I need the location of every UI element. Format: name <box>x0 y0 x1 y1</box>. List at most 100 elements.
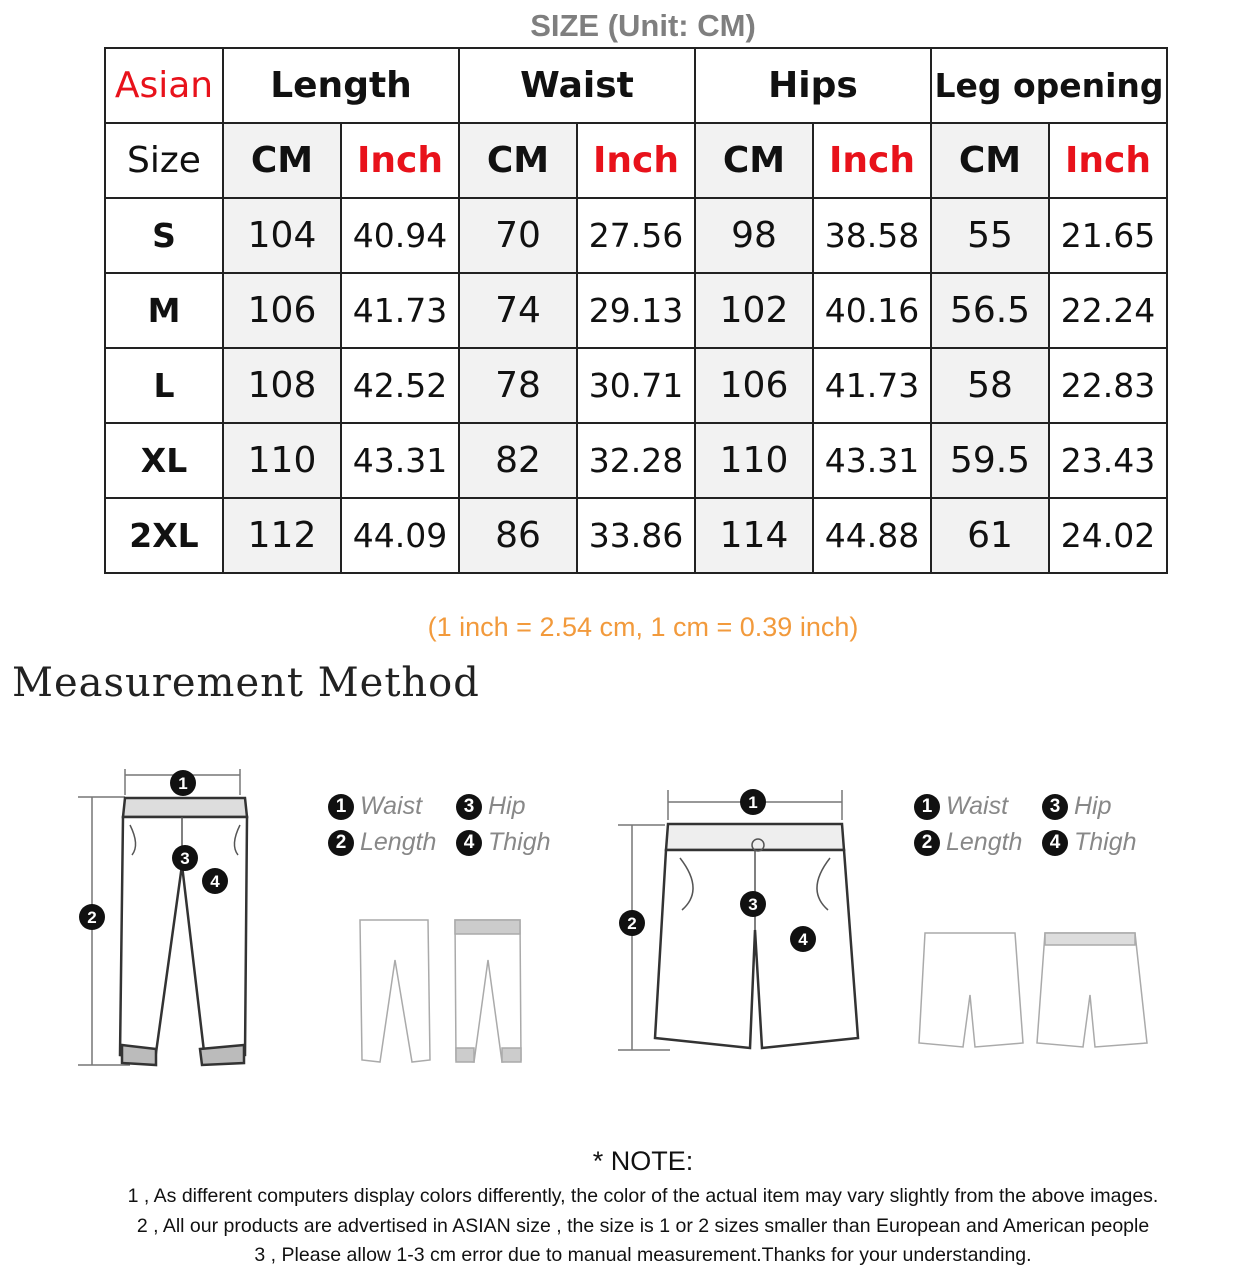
cm-value-cell: 59.5 <box>930 422 1050 499</box>
unit-inch: Inch <box>340 122 460 199</box>
legend-1: 1 Waist 3 Hip 2 Length 4 Thigh <box>328 788 551 860</box>
marker-3-icon: 3 <box>456 794 482 820</box>
inch-value-cell: 43.31 <box>340 422 460 499</box>
cm-value-cell: 110 <box>694 422 814 499</box>
marker-4-icon: 4 <box>1042 830 1068 856</box>
table-unit-row: Size CM Inch CM Inch CM Inch CM Inch <box>104 122 1168 199</box>
conversion-note: (1 inch = 2.54 cm, 1 cm = 0.39 inch) <box>427 612 859 642</box>
legend-label: Length <box>360 828 437 856</box>
marker-1-icon: 1 <box>914 794 940 820</box>
svg-text:2: 2 <box>87 908 96 927</box>
unit-cm: CM <box>458 122 578 199</box>
inch-value-cell: 32.28 <box>576 422 696 499</box>
cm-value-cell: 70 <box>458 197 578 274</box>
cm-value-cell: 106 <box>694 347 814 424</box>
table-row: XL 110 43.31 82 32.28 110 43.31 59.5 23.43 <box>104 422 1168 499</box>
cm-value-cell: 82 <box>458 422 578 499</box>
size-cell: 2XL <box>104 497 224 574</box>
cm-value-cell: 106 <box>222 272 342 349</box>
inch-value-cell: 43.31 <box>812 422 932 499</box>
inch-value-cell: 40.16 <box>812 272 932 349</box>
inch-value-cell: 29.13 <box>576 272 696 349</box>
table-row: L 108 42.52 78 30.71 106 41.73 58 22.83 <box>104 347 1168 424</box>
marker-3-icon: 3 <box>1042 794 1068 820</box>
inch-value-cell: 22.83 <box>1048 347 1168 424</box>
page-title: SIZE (Unit: CM) <box>530 8 756 43</box>
cm-value-cell: 74 <box>458 272 578 349</box>
shorts-thumbnails <box>918 932 1148 1048</box>
cm-value-cell: 102 <box>694 272 814 349</box>
unit-cm: CM <box>694 122 814 199</box>
cm-value-cell: 112 <box>222 497 342 574</box>
group-leg-opening: Leg opening <box>930 47 1168 124</box>
corner-size: Size <box>104 122 224 199</box>
marker-1-icon: 1 <box>328 794 354 820</box>
cm-value-cell: 61 <box>930 497 1050 574</box>
legend-label: Waist <box>360 792 423 820</box>
legend-label: Thigh <box>488 828 551 856</box>
cm-value-cell: 98 <box>694 197 814 274</box>
unit-inch: Inch <box>812 122 932 199</box>
svg-text:2: 2 <box>627 914 636 933</box>
size-cell: S <box>104 197 224 274</box>
inch-value-cell: 27.56 <box>576 197 696 274</box>
group-hips: Hips <box>694 47 932 124</box>
group-waist: Waist <box>458 47 696 124</box>
corner-asian: Asian <box>104 47 224 124</box>
legend-label: Hip <box>1074 792 1112 820</box>
inch-value-cell: 22.24 <box>1048 272 1168 349</box>
inch-value-cell: 42.52 <box>340 347 460 424</box>
pants-thumbnails <box>359 919 522 1063</box>
cm-value-cell: 114 <box>694 497 814 574</box>
cm-value-cell: 56.5 <box>930 272 1050 349</box>
table-header-row: Asian Length Waist Hips Leg opening <box>104 47 1168 124</box>
table-row: S 104 40.94 70 27.56 98 38.58 55 21.65 <box>104 197 1168 274</box>
measurement-title: Measurement Method <box>12 660 480 706</box>
note-lines: 1 , As different computers display color… <box>0 1182 1246 1271</box>
inch-value-cell: 21.65 <box>1048 197 1168 274</box>
table-row: M 106 41.73 74 29.13 102 40.16 56.5 22.24 <box>104 272 1168 349</box>
inch-value-cell: 41.73 <box>340 272 460 349</box>
inch-value-cell: 40.94 <box>340 197 460 274</box>
svg-text:1: 1 <box>178 774 187 793</box>
cm-value-cell: 104 <box>222 197 342 274</box>
pants-markers: 1 2 3 4 <box>79 770 228 930</box>
marker-4-icon: 4 <box>456 830 482 856</box>
unit-inch: Inch <box>576 122 696 199</box>
inch-value-cell: 38.58 <box>812 197 932 274</box>
legend-label: Waist <box>946 792 1009 820</box>
inch-value-cell: 44.09 <box>340 497 460 574</box>
unit-cm: CM <box>930 122 1050 199</box>
cm-value-cell: 78 <box>458 347 578 424</box>
svg-text:1: 1 <box>748 793 757 812</box>
inch-value-cell: 44.88 <box>812 497 932 574</box>
size-cell: M <box>104 272 224 349</box>
inch-value-cell: 30.71 <box>576 347 696 424</box>
svg-text:3: 3 <box>180 849 189 868</box>
svg-text:4: 4 <box>210 872 220 891</box>
unit-inch: Inch <box>1048 122 1168 199</box>
legend-label: Thigh <box>1074 828 1137 856</box>
size-cell: XL <box>104 422 224 499</box>
cm-value-cell: 55 <box>930 197 1050 274</box>
note-heading: * NOTE: <box>592 1146 694 1176</box>
legend-label: Hip <box>488 792 526 820</box>
inch-value-cell: 41.73 <box>812 347 932 424</box>
legend-2: 1 Waist 3 Hip 2 Length 4 Thigh <box>914 788 1137 860</box>
inch-value-cell: 33.86 <box>576 497 696 574</box>
group-length: Length <box>222 47 460 124</box>
note-line: 2 , All our products are advertised in A… <box>136 1214 1150 1237</box>
svg-text:4: 4 <box>798 930 808 949</box>
note-line: 1 , As different computers display color… <box>127 1185 1159 1207</box>
inch-value-cell: 24.02 <box>1048 497 1168 574</box>
cm-value-cell: 58 <box>930 347 1050 424</box>
unit-cm: CM <box>222 122 342 199</box>
shorts-diagram: 1 2 3 4 <box>618 789 860 1051</box>
svg-text:3: 3 <box>748 895 757 914</box>
inch-value-cell: 23.43 <box>1048 422 1168 499</box>
size-cell: L <box>104 347 224 424</box>
size-table: Asian Length Waist Hips Leg opening Size… <box>104 47 1168 574</box>
cm-value-cell: 110 <box>222 422 342 499</box>
cm-value-cell: 86 <box>458 497 578 574</box>
marker-2-icon: 2 <box>328 830 354 856</box>
